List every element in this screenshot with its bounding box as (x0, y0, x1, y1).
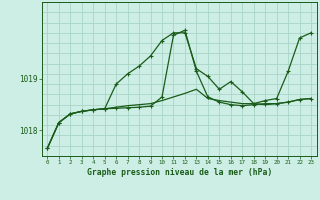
X-axis label: Graphe pression niveau de la mer (hPa): Graphe pression niveau de la mer (hPa) (87, 168, 272, 177)
